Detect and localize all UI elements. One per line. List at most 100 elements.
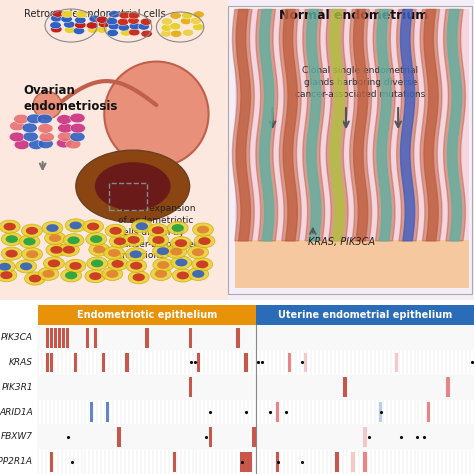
Circle shape xyxy=(193,11,204,18)
Bar xyxy=(38,325,474,350)
Circle shape xyxy=(167,221,188,235)
Circle shape xyxy=(166,245,187,258)
Circle shape xyxy=(23,132,38,141)
Bar xyxy=(66,328,69,347)
Circle shape xyxy=(91,259,103,267)
Circle shape xyxy=(23,237,36,246)
Circle shape xyxy=(27,114,42,124)
Circle shape xyxy=(42,221,63,235)
Bar xyxy=(46,353,49,373)
Bar xyxy=(109,183,147,210)
Circle shape xyxy=(99,20,110,27)
Circle shape xyxy=(16,260,36,273)
Circle shape xyxy=(70,132,85,142)
Circle shape xyxy=(1,247,22,260)
Circle shape xyxy=(62,10,73,18)
Circle shape xyxy=(171,237,191,250)
Circle shape xyxy=(128,271,149,284)
Circle shape xyxy=(6,235,18,243)
Circle shape xyxy=(44,257,64,270)
Circle shape xyxy=(61,16,72,23)
Circle shape xyxy=(192,23,204,31)
Circle shape xyxy=(107,29,118,36)
Circle shape xyxy=(14,114,29,124)
Circle shape xyxy=(140,18,152,26)
Circle shape xyxy=(95,162,171,210)
Bar xyxy=(228,0,474,301)
Circle shape xyxy=(192,270,204,278)
Bar xyxy=(38,424,474,449)
Circle shape xyxy=(42,270,55,278)
Circle shape xyxy=(87,257,108,270)
Circle shape xyxy=(173,269,193,282)
Circle shape xyxy=(108,23,119,30)
Bar xyxy=(46,328,49,347)
Text: FBXW7: FBXW7 xyxy=(1,432,33,441)
Circle shape xyxy=(51,26,62,33)
Bar xyxy=(50,353,54,373)
Circle shape xyxy=(25,272,46,285)
Circle shape xyxy=(170,23,181,30)
Circle shape xyxy=(119,12,130,19)
Circle shape xyxy=(46,224,59,232)
Circle shape xyxy=(188,267,209,281)
Circle shape xyxy=(192,248,204,256)
Circle shape xyxy=(104,246,125,260)
Circle shape xyxy=(5,250,18,257)
Bar xyxy=(379,402,383,422)
Circle shape xyxy=(46,243,67,256)
Circle shape xyxy=(58,243,79,256)
Circle shape xyxy=(171,30,182,37)
Bar xyxy=(244,452,247,472)
Bar xyxy=(252,427,255,447)
Bar xyxy=(336,452,339,472)
Circle shape xyxy=(22,123,37,133)
Circle shape xyxy=(170,248,182,255)
Bar xyxy=(363,427,366,447)
Circle shape xyxy=(37,114,52,124)
Circle shape xyxy=(82,220,103,233)
Circle shape xyxy=(63,234,84,247)
Circle shape xyxy=(175,239,187,247)
Bar xyxy=(256,305,474,325)
Circle shape xyxy=(114,237,126,245)
Bar xyxy=(276,452,279,472)
Bar xyxy=(228,6,472,294)
Bar xyxy=(235,240,469,288)
Circle shape xyxy=(89,243,109,256)
Bar xyxy=(427,402,430,422)
Circle shape xyxy=(196,260,209,268)
Circle shape xyxy=(152,236,164,244)
Circle shape xyxy=(51,15,62,22)
Bar xyxy=(50,452,54,472)
Circle shape xyxy=(14,140,29,149)
Circle shape xyxy=(106,18,118,25)
Circle shape xyxy=(126,259,146,273)
Bar xyxy=(106,402,109,422)
Circle shape xyxy=(177,272,189,279)
Bar xyxy=(351,452,355,472)
Circle shape xyxy=(198,237,210,245)
Circle shape xyxy=(87,26,99,33)
Bar xyxy=(189,377,192,397)
Bar xyxy=(58,328,61,347)
Circle shape xyxy=(152,226,164,234)
Circle shape xyxy=(61,269,82,282)
Bar xyxy=(38,375,474,400)
Circle shape xyxy=(192,258,213,271)
Circle shape xyxy=(197,226,209,234)
Bar xyxy=(240,452,244,472)
Circle shape xyxy=(194,235,215,248)
Circle shape xyxy=(151,267,172,281)
Circle shape xyxy=(107,257,128,271)
Circle shape xyxy=(157,247,169,255)
Circle shape xyxy=(192,223,213,236)
Text: Uterine endometrial epithelium: Uterine endometrial epithelium xyxy=(278,310,452,320)
Circle shape xyxy=(97,26,108,33)
Circle shape xyxy=(0,220,20,233)
Bar xyxy=(189,328,192,347)
Circle shape xyxy=(50,246,63,254)
Circle shape xyxy=(130,262,142,270)
Circle shape xyxy=(38,124,53,133)
Circle shape xyxy=(111,260,124,268)
